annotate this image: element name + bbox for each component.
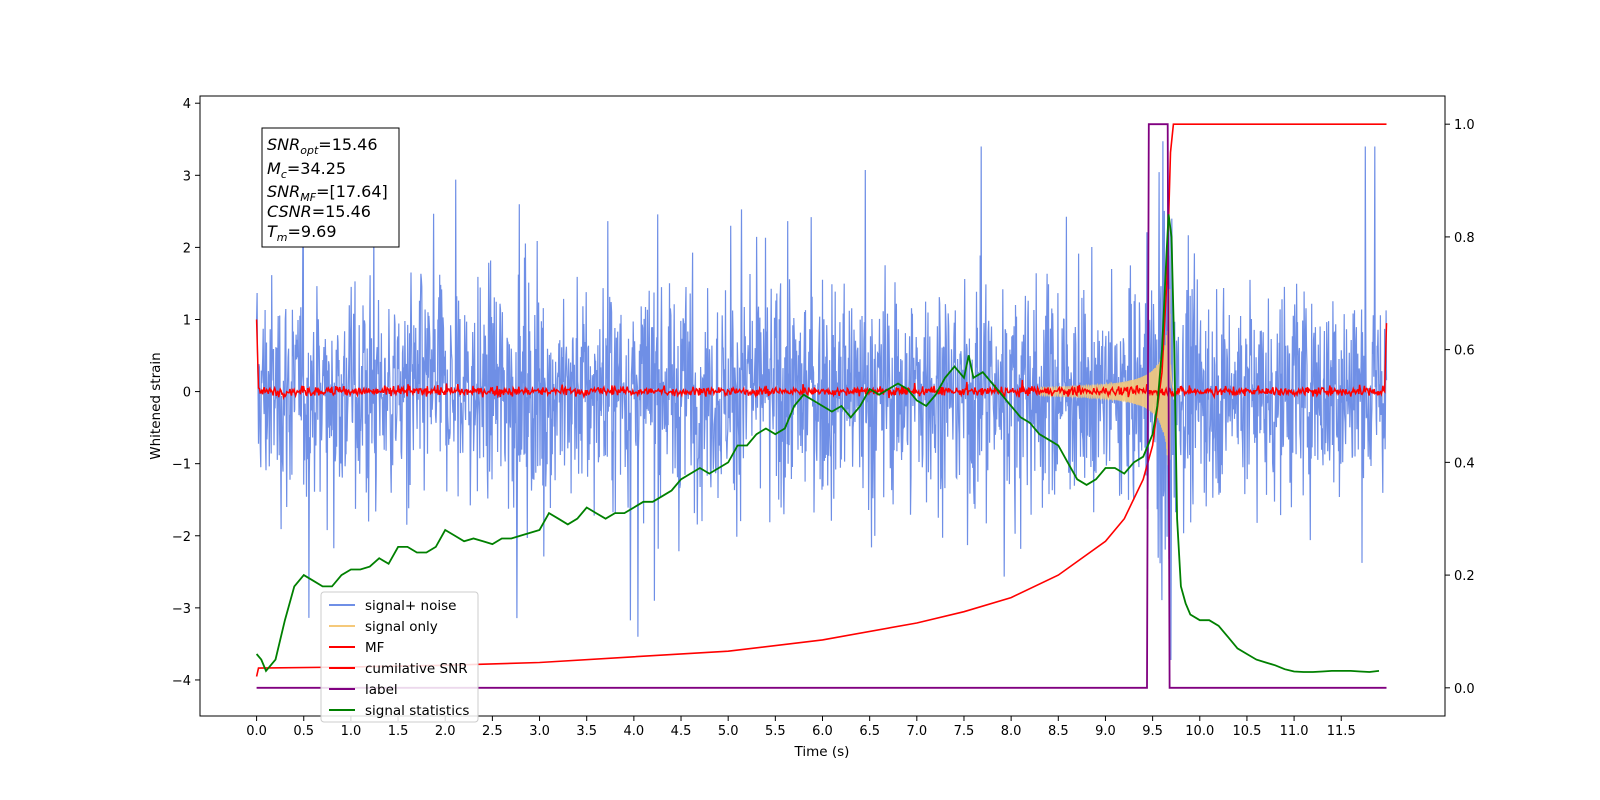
y2-tick-label: 0.2 <box>1454 569 1475 584</box>
series-signal-statistics-line <box>255 214 1380 673</box>
y-tick-label: 4 <box>183 97 191 112</box>
y-tick-label: −2 <box>172 530 191 545</box>
annotation-csnr: CSNR=15.46 <box>267 202 371 221</box>
y-tick-label: −3 <box>172 602 191 617</box>
y-axis-ticks: 4 3 2 1 0 −1 −2 −3 −4 <box>172 97 200 689</box>
x-tick-label: 10.5 <box>1232 724 1261 739</box>
series-signal-noise-line <box>256 141 1388 661</box>
x-tick-label: 1.5 <box>388 724 409 739</box>
x-tick-label: 5.5 <box>765 724 786 739</box>
annotation-snr-opt: SNRopt=15.46 <box>267 135 378 157</box>
x-tick-label: 11.5 <box>1327 724 1356 739</box>
x-tick-label: 3.5 <box>576 724 597 739</box>
legend-item: signal statistics <box>329 703 469 719</box>
series-signal-only-line <box>1038 289 1177 482</box>
legend-label: cumilative SNR <box>365 661 468 677</box>
y-tick-label: 3 <box>183 169 191 184</box>
y-axis-label: Whitened strain <box>148 352 164 459</box>
x-axis-label: Time (s) <box>794 744 850 760</box>
legend-label: signal only <box>365 619 438 635</box>
legend-item: MF <box>329 640 384 656</box>
legend: signal+ noise signal only MF cumilative SNR… <box>320 591 479 723</box>
series-mf-line <box>255 319 1388 401</box>
x-tick-label: 0.5 <box>293 724 314 739</box>
x-tick-label: 8.5 <box>1048 724 1069 739</box>
y-tick-label: 1 <box>183 313 191 328</box>
x-tick-label: 4.0 <box>624 724 645 739</box>
x-tick-label: 2.5 <box>482 724 503 739</box>
x-tick-label: 10.0 <box>1185 724 1214 739</box>
legend-label: signal+ noise <box>365 598 456 614</box>
x-tick-label: 6.5 <box>859 724 880 739</box>
x-tick-label: 6.0 <box>812 724 833 739</box>
x-tick-label: 11.0 <box>1280 724 1309 739</box>
legend-item: signal+ noise <box>329 598 456 614</box>
legend-item: signal only <box>329 619 438 635</box>
y2-tick-label: 0.6 <box>1454 344 1475 359</box>
y-tick-label: −1 <box>172 458 191 473</box>
x-tick-label: 9.0 <box>1095 724 1116 739</box>
series-label-line <box>256 123 1387 689</box>
y2-axis-ticks: 1.0 0.8 0.6 0.4 0.2 0.0 <box>1445 118 1475 697</box>
y-tick-label: 0 <box>183 386 191 401</box>
x-tick-label: 4.5 <box>671 724 692 739</box>
legend-item: cumilative SNR <box>329 661 468 677</box>
x-tick-label: 8.0 <box>1001 724 1022 739</box>
y2-tick-label: 0.4 <box>1454 456 1475 471</box>
annotation-box: SNRopt=15.46 Mc=34.25 SNRMF=[17.64] CSNR… <box>261 127 400 248</box>
x-axis-ticks: 0.0 0.5 1.0 1.5 2.0 2.5 3.0 3.5 4.0 4.5 5.0 5.5 6.0 6… <box>246 716 1356 739</box>
annotation-mc: Mc=34.25 <box>267 159 346 181</box>
legend-label: MF <box>365 640 384 656</box>
x-tick-label: 3.0 <box>529 724 550 739</box>
y-tick-label: −4 <box>172 674 191 689</box>
x-tick-label: 9.5 <box>1142 724 1163 739</box>
legend-item: label <box>329 682 398 698</box>
y2-tick-label: 0.8 <box>1454 231 1475 246</box>
x-tick-label: 7.5 <box>954 724 975 739</box>
x-tick-label: 5.0 <box>718 724 739 739</box>
x-tick-label: 7.0 <box>906 724 927 739</box>
y-tick-label: 2 <box>183 241 191 256</box>
x-tick-label: 2.0 <box>435 724 456 739</box>
y2-tick-label: 0.0 <box>1454 682 1475 697</box>
x-tick-label: 0.0 <box>246 724 267 739</box>
legend-label: label <box>365 682 398 698</box>
annotation-tm: Tm=9.69 <box>267 222 337 244</box>
annotation-snr-mf: SNRMF=[17.64] <box>267 182 388 204</box>
legend-label: signal statistics <box>365 703 469 719</box>
x-tick-label: 1.0 <box>341 724 362 739</box>
y2-tick-label: 1.0 <box>1454 118 1475 133</box>
